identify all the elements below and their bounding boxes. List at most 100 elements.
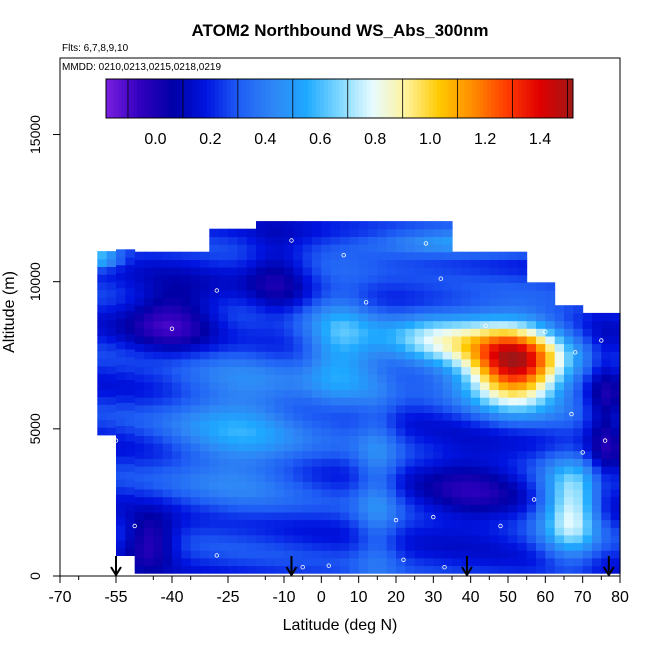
- heatmap-cell: [134, 389, 145, 398]
- heatmap-cell: [190, 305, 201, 314]
- heatmap-cell: [265, 244, 276, 253]
- heatmap-cell: [144, 412, 154, 421]
- heatmap-cell: [386, 297, 397, 306]
- heatmap-cell: [125, 371, 136, 380]
- heatmap-cell: [526, 404, 537, 413]
- y-tick-label: 0: [27, 572, 43, 580]
- heatmap-cell: [424, 381, 434, 391]
- heatmap-cell: [321, 488, 332, 498]
- heatmap-cell: [452, 534, 462, 544]
- heatmap-cell: [573, 465, 584, 475]
- heatmap-cell: [601, 450, 612, 459]
- heatmap-cell: [396, 358, 406, 368]
- heatmap-cell: [545, 297, 556, 306]
- heatmap-cell: [340, 511, 350, 521]
- heatmap-cell: [200, 527, 210, 536]
- heatmap-cell: [190, 289, 201, 299]
- heatmap-cell: [536, 542, 546, 551]
- heatmap-cell: [116, 249, 126, 258]
- heatmap-cell: [302, 389, 313, 398]
- heatmap-cell: [470, 557, 481, 567]
- heatmap-cell: [442, 244, 453, 253]
- heatmap-cell: [517, 381, 528, 391]
- heatmap-cell: [237, 557, 248, 567]
- heatmap-cell: [228, 228, 238, 237]
- heatmap-cell: [526, 427, 537, 436]
- heatmap-cell: [489, 542, 500, 551]
- heatmap-cell: [386, 412, 397, 421]
- heatmap-cell: [610, 527, 621, 536]
- heatmap-cell: [470, 519, 481, 528]
- heatmap-cell: [592, 458, 602, 467]
- heatmap-cell: [545, 511, 556, 521]
- heatmap-cell: [442, 404, 453, 413]
- heatmap-cell: [592, 557, 602, 567]
- heatmap-cell: [358, 534, 369, 544]
- heatmap-cell: [582, 374, 593, 383]
- heatmap-cell: [116, 272, 126, 281]
- heatmap-cell: [302, 504, 313, 513]
- heatmap-cell: [470, 366, 481, 375]
- heatmap-cell: [424, 519, 434, 528]
- heatmap-cell: [144, 450, 154, 459]
- heatmap-cell: [517, 465, 528, 475]
- heatmap-cell: [358, 389, 369, 398]
- heatmap-cell: [442, 527, 453, 536]
- heatmap-field: [97, 221, 621, 574]
- heatmap-cell: [284, 534, 294, 544]
- heatmap-cell: [237, 320, 248, 329]
- heatmap-cell: [480, 351, 490, 360]
- heatmap-cell: [433, 274, 444, 283]
- heatmap-cell: [302, 458, 313, 467]
- heatmap-cell: [330, 404, 341, 413]
- heatmap-cell: [200, 351, 210, 360]
- heatmap-cell: [526, 328, 537, 337]
- heatmap-cell: [424, 267, 434, 276]
- heatmap-cell: [349, 481, 360, 490]
- heatmap-cell: [134, 335, 145, 345]
- heatmap-cell: [442, 282, 453, 291]
- heatmap-cell: [489, 297, 500, 306]
- heatmap-cell: [368, 412, 378, 421]
- heatmap-cell: [405, 289, 416, 299]
- heatmap-cell: [498, 534, 509, 544]
- heatmap-cell: [302, 228, 313, 237]
- heatmap-cell: [554, 443, 565, 452]
- heatmap-cell: [517, 305, 528, 314]
- heatmap-cell: [368, 527, 378, 536]
- heatmap-cell: [190, 282, 201, 291]
- heatmap-cell: [414, 320, 425, 329]
- heatmap-cell: [237, 343, 248, 352]
- heatmap-cell: [452, 527, 462, 536]
- heatmap-cell: [489, 381, 500, 391]
- heatmap-cell: [134, 274, 145, 283]
- heatmap-cell: [190, 297, 201, 306]
- heatmap-cell: [312, 320, 322, 329]
- heatmap-cell: [461, 397, 472, 406]
- heatmap-cell: [312, 305, 322, 314]
- heatmap-cell: [405, 343, 416, 352]
- heatmap-cell: [274, 297, 285, 306]
- heatmap-cell: [358, 519, 369, 528]
- heatmap-cell: [498, 481, 509, 490]
- heatmap-cell: [162, 443, 173, 452]
- heatmap-cell: [256, 251, 266, 260]
- heatmap-cell: [312, 542, 322, 551]
- heatmap-cell: [405, 420, 416, 429]
- heatmap-cell: [228, 267, 238, 276]
- heatmap-cell: [610, 511, 621, 521]
- heatmap-cell: [237, 481, 248, 490]
- heatmap-cell: [610, 320, 621, 329]
- heatmap-cell: [582, 358, 593, 368]
- heatmap-cell: [592, 412, 602, 421]
- heatmap-cell: [386, 435, 397, 444]
- heatmap-cell: [433, 435, 444, 444]
- heatmap-cell: [517, 259, 528, 268]
- heatmap-cell: [293, 343, 304, 352]
- heatmap-cell: [405, 351, 416, 360]
- heatmap-cell: [200, 504, 210, 513]
- heatmap-cell: [424, 259, 434, 268]
- heatmap-cell: [340, 267, 350, 276]
- heatmap-cell: [414, 465, 425, 475]
- heatmap-cell: [433, 282, 444, 291]
